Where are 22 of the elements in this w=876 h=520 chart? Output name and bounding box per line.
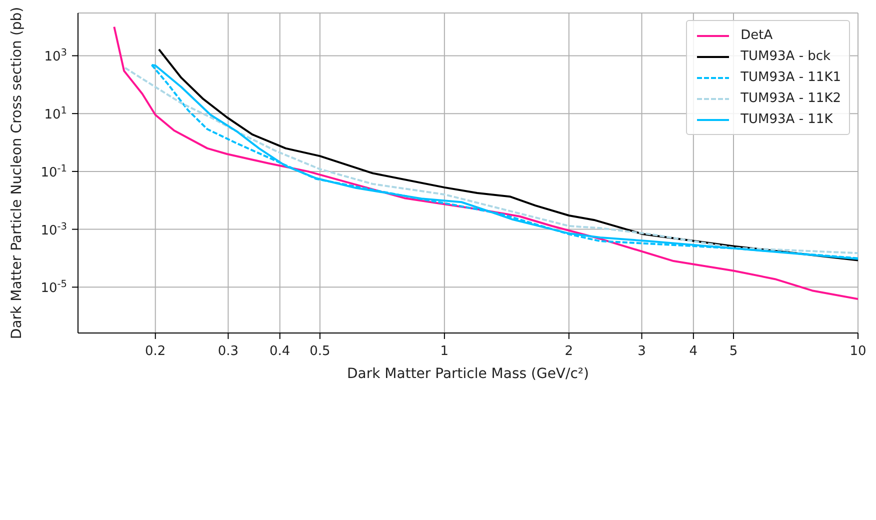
x-tick-label: 0.3 [218,344,239,359]
x-tick-label: 1 [440,344,449,359]
x-tick-label: 10 [850,344,866,359]
x-tick-label: 4 [689,344,698,359]
x-tick-label: 2 [564,344,574,359]
y-axis-title: Dark Matter Particle Nucleon Cross section (pb) [8,6,25,340]
y-tick-label: 10$^{-1}$ [40,162,67,180]
x-tick-label: 5 [729,344,738,359]
y-tick-label: 10$^{3}$ [44,47,67,65]
x-tick-label: 3 [638,344,646,359]
legend-label: TUM93A - 11K2 [740,91,841,106]
legend-label: DetA [740,28,773,43]
y-tick-label: 10$^{1}$ [44,105,67,123]
x-tick-label: 0.4 [270,344,290,359]
legend-label: TUM93A - 11K1 [740,70,841,85]
y-tick-label: 10$^{-5}$ [40,278,67,296]
y-tick-label: 10$^{-3}$ [40,220,67,238]
x-axis-title: Dark Matter Particle Mass (GeV/c²) [347,366,589,382]
x-tick-label: 0.2 [145,344,166,359]
legend-label: TUM93A - bck [740,49,831,64]
x-tick-label: 0.5 [310,344,330,359]
legend-label: TUM93A - 11K [740,112,833,127]
